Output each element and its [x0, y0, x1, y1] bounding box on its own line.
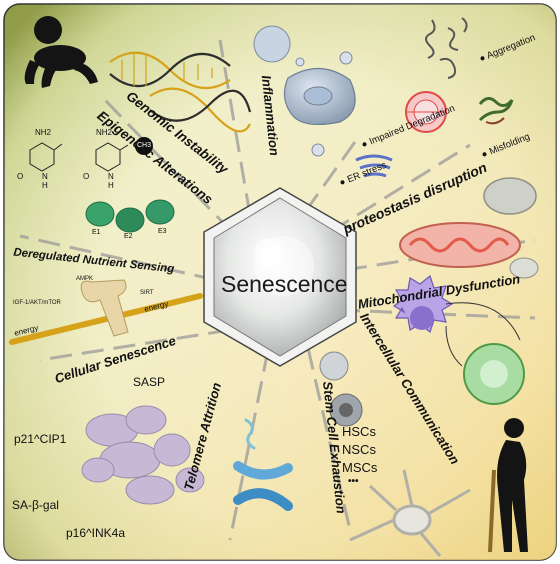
mitochondria-icon — [399, 177, 539, 279]
baby-silhouette-icon — [24, 16, 98, 88]
n-right: N — [108, 172, 114, 181]
marker-p16: p16^INK4a — [66, 526, 126, 540]
er-stress-icon — [355, 154, 393, 178]
enzyme-e1: E1 — [92, 229, 101, 236]
marker-sasp: SASP — [133, 375, 166, 389]
enzyme-proteins-icon — [85, 199, 175, 233]
marker-sa-beta-gal: SA-β-gal — [12, 498, 59, 512]
misfolding-protein-icon — [478, 97, 514, 125]
h-right: H — [108, 181, 114, 190]
nh2-right: NH2 — [96, 128, 113, 137]
igf-label: IGF-1/AKT/mTOR — [13, 300, 61, 306]
stem-cell-hscs: HSCs — [342, 424, 376, 439]
energy-bar-icon — [9, 279, 203, 345]
dna-helix-icon — [109, 51, 252, 133]
marker-p21: p21^CIP1 — [14, 432, 67, 446]
immune-cell-icon — [392, 274, 454, 334]
methyl-group-marker — [135, 137, 153, 155]
target-cell-icon — [463, 343, 525, 405]
center-label: Senescence — [221, 271, 348, 297]
impaired-degradation-icon — [405, 91, 447, 133]
h-left: H — [42, 181, 48, 190]
o-left: O — [17, 172, 24, 181]
neuron-icon — [349, 469, 471, 557]
stem-cell-nscs: NSCs — [342, 442, 376, 457]
nh2-left: NH2 — [35, 128, 52, 137]
ampk-label: AMPK — [76, 276, 94, 282]
center-hexagon — [213, 197, 347, 357]
enzyme-e2: E2 — [124, 233, 133, 240]
stem-cell-ellipsis: ••• — [348, 476, 359, 487]
inflammation-cells-icon — [253, 25, 356, 157]
aggregation-protein-icon — [425, 17, 468, 79]
stem-cells-icon — [319, 351, 363, 427]
section-dividers — [19, 39, 536, 541]
o-right: O — [83, 172, 90, 181]
enzyme-e3: E3 — [158, 228, 167, 235]
communication-arrows-icon — [445, 302, 521, 367]
nucleotide-structure-icon — [29, 142, 129, 172]
elderly-silhouette-icon — [488, 418, 528, 553]
stem-cell-mscs: MSCs — [342, 460, 378, 475]
senescent-cell-cluster-icon — [81, 405, 205, 505]
n-left: N — [42, 172, 48, 181]
sirt-label: SIRT — [140, 290, 154, 296]
methyl-label: CH3 — [137, 142, 152, 149]
chromosome-icon — [233, 418, 293, 511]
